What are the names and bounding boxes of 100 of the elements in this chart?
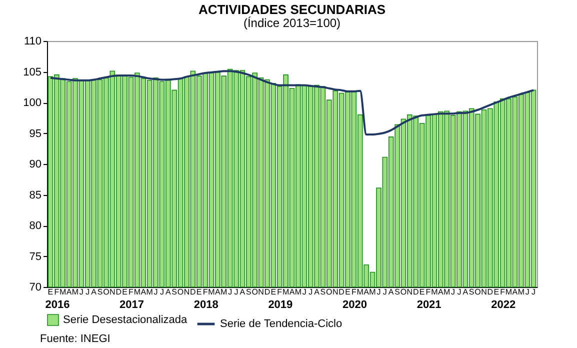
x-tick-label: M [72, 288, 79, 296]
x-tick-label: E [196, 288, 202, 296]
x-tick-label: J [451, 288, 456, 296]
y-tick-label: 105 [23, 66, 42, 78]
x-tick-label: E [494, 288, 500, 296]
x-tick-label: F [426, 288, 431, 296]
x-tick-label: S [172, 288, 178, 296]
x-tick-label: M [282, 288, 290, 296]
x-tick-label: S [468, 288, 474, 296]
x-tick-label: O [400, 288, 407, 296]
x-tick-label: S [97, 288, 103, 296]
x-tick-label: J [382, 288, 387, 296]
x-tick-label: E [48, 288, 54, 296]
x-tick-label: J [532, 288, 536, 296]
text: 2018 [194, 299, 218, 311]
x-tick-label: J [302, 288, 306, 296]
y-tick-label: 85 [29, 189, 42, 202]
x-tick-label: E [122, 288, 128, 296]
x-tick-label: N [184, 288, 190, 296]
x-tick-label: A [512, 288, 518, 296]
x-tick-label: F [202, 288, 208, 296]
x-tick-label: E [345, 288, 350, 296]
x-tick-label: M [518, 288, 525, 296]
x-tick-label: J [154, 288, 158, 296]
y-tick-label: 80 [29, 220, 42, 232]
x-tick-label: A [165, 288, 172, 296]
text: 2019 [268, 299, 293, 311]
source-note: Fuente: INEGI [40, 333, 110, 345]
y-tick-label: 100 [23, 97, 42, 109]
x-tick-label: D [487, 288, 494, 296]
x-tick-label: M [505, 288, 512, 296]
x-tick-label: E [270, 288, 276, 296]
x-tick-label: O [326, 288, 332, 296]
legend-label: Serie de Tendencia-Ciclo [220, 318, 342, 330]
text: 2021 [416, 299, 442, 311]
x-tick-label: D [338, 288, 345, 296]
x-tick-label: J [160, 288, 164, 296]
chart-title: ACTIVIDADES SECUNDARIAS [198, 2, 386, 17]
y-tick-label: 90 [29, 158, 42, 170]
chart-subtitle: (Índice 2013=100) [243, 16, 341, 30]
x-tick-label: M [208, 288, 216, 296]
x-tick-label: A [66, 288, 72, 296]
x-tick-label: E [419, 288, 425, 296]
line-series [49, 70, 535, 136]
x-tick-label: F [351, 288, 356, 296]
x-tick-label: F [128, 288, 134, 296]
x-tick-label: S [320, 288, 326, 296]
x-tick-label: A [364, 288, 370, 296]
x-tick-label: F [500, 288, 506, 296]
x-tick-label: M [134, 288, 141, 296]
x-tick-label: M [146, 288, 154, 296]
x-tick-label: N [406, 288, 413, 296]
x-tick-label: D [412, 288, 419, 296]
y-tick-label: 70 [29, 282, 42, 294]
x-tick-label: A [438, 288, 444, 296]
x-tick-label: N [332, 288, 338, 296]
y-tick-label: 95 [29, 128, 42, 140]
x-tick-label: J [457, 288, 462, 296]
x-tick-label: M [220, 288, 228, 296]
x-tick-label: J [234, 288, 238, 296]
x-tick-label: O [474, 288, 481, 296]
x-tick-label: D [116, 288, 122, 296]
text: 2020 [342, 299, 367, 311]
x-tick-label: S [394, 288, 400, 296]
x-tick-label: D [264, 288, 270, 296]
x-tick-label: M [369, 288, 376, 296]
x-tick-label: N [110, 288, 116, 296]
x-tick-label: M [294, 288, 302, 296]
x-tick-label: J [86, 288, 90, 296]
x-tick-label: O [177, 288, 184, 296]
x-tick-label: F [277, 288, 282, 296]
x-tick-label: N [481, 288, 488, 296]
x-tick-label: A [240, 288, 246, 296]
y-tick-label: 75 [29, 250, 42, 263]
x-tick-label: A [388, 288, 394, 296]
legend-label: Serie Desestacionalizada [63, 314, 188, 326]
x-tick-label: M [356, 288, 364, 296]
text: 2017 [120, 299, 144, 311]
x-tick-label: O [252, 288, 258, 296]
x-tick-label: S [246, 288, 252, 296]
x-tick-label: O [103, 288, 110, 296]
x-tick-label: A [314, 288, 320, 296]
x-tick-label: D [190, 288, 196, 296]
x-tick-label: A [289, 288, 296, 296]
text: 2022 [491, 299, 516, 311]
x-tick-label: M [443, 288, 450, 296]
x-tick-label: A [215, 288, 222, 296]
x-tick-label: A [140, 288, 147, 296]
x-tick-label: J [79, 288, 84, 296]
x-tick-label: M [60, 288, 67, 296]
x-tick-label: A [462, 288, 469, 296]
x-tick-label: M [431, 288, 438, 296]
y-tick-label: 110 [24, 36, 42, 48]
x-tick-label: J [228, 288, 232, 296]
x-tick-label: A [91, 288, 98, 296]
x-tick-label: N [258, 288, 264, 296]
x-tick-label: J [308, 288, 313, 296]
x-tick-label: J [525, 288, 530, 296]
x-tick-label: F [54, 288, 60, 296]
text: 2016 [45, 299, 70, 311]
